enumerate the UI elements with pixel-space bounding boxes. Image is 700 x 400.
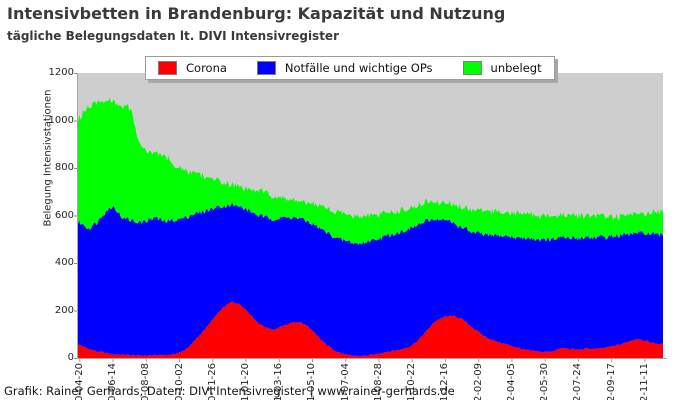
x-tick-label: 2022-05-30: [539, 363, 551, 400]
x-tick-label: 2020-10-02: [173, 363, 185, 400]
y-tick-label: 1200: [48, 67, 74, 78]
x-tick-label: 2020-08-08: [140, 363, 152, 400]
x-tick-label: 2020-11-26: [206, 363, 218, 400]
x-tick-label: 2021-07-04: [339, 363, 351, 400]
x-tick-label: 2022-02-09: [472, 363, 484, 400]
legend-label: unbelegt: [490, 61, 542, 75]
y-tick-label: 0: [67, 352, 74, 363]
x-tick-label: 2022-11-11: [638, 363, 650, 400]
y-tick-label: 400: [54, 257, 74, 268]
x-tick-label: 2021-08-28: [372, 363, 384, 400]
y-tick-label: 200: [54, 304, 74, 316]
legend-label: Notfälle und wichtige OPs: [284, 61, 433, 75]
y-tick-label: 1000: [48, 114, 74, 126]
legend-item-corona: Corona: [158, 61, 227, 75]
unbelegt-swatch-icon: [462, 61, 482, 75]
unbelegt-area: [78, 97, 663, 245]
page-subtitle: tägliche Belegungsdaten lt. DIVI Intensi…: [7, 29, 339, 43]
corona-swatch-icon: [158, 61, 177, 75]
legend-item-notfaelle: Notfälle und wichtige OPs: [256, 61, 433, 75]
x-tick-label: 2021-05-10: [306, 363, 318, 400]
x-tick-label: 2021-12-16: [439, 363, 451, 400]
x-tick-label: 2021-03-16: [273, 363, 285, 400]
y-tick-label: 600: [54, 209, 74, 221]
x-tick-label: 2022-07-24: [572, 363, 584, 400]
x-tick-label: 2022-04-05: [505, 363, 517, 400]
x-tick-label: 2022-09-17: [605, 363, 617, 400]
x-tick-label: 2021-10-22: [406, 363, 418, 400]
page-title: Intensivbetten in Brandenburg: Kapazität…: [7, 4, 506, 23]
legend-item-unbelegt: unbelegt: [462, 61, 542, 75]
x-tick-label: 2020-04-20: [73, 363, 85, 400]
x-tick-label: 2020-06-14: [107, 363, 119, 400]
legend: Corona Notfälle und wichtige OPs unbeleg…: [145, 56, 555, 80]
notfaelle-area: [78, 203, 663, 357]
corona-area: [78, 301, 663, 358]
footer-credit: Grafik: Rainer Gerhards, Daten: DIVI Int…: [4, 384, 455, 398]
y-tick-label: 800: [54, 162, 74, 173]
legend-label: Corona: [186, 61, 227, 75]
y-axis-label: Belegung Intensivstationen: [42, 89, 54, 227]
notfaelle-swatch-icon: [256, 61, 276, 75]
x-tick-label: 2021-01-20: [240, 363, 251, 400]
